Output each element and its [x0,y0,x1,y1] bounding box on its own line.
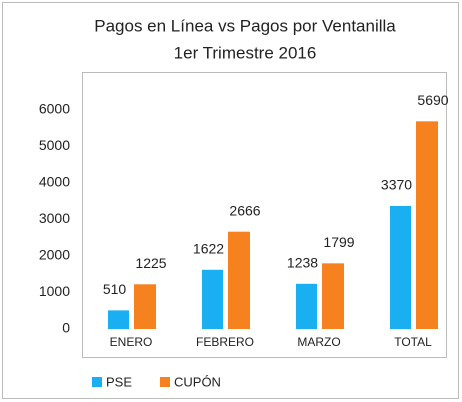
chart-frame [2,2,459,399]
bar [416,121,438,329]
bar [134,284,156,329]
legend-swatch [92,377,102,387]
bar [108,310,129,329]
y-tick-label: 5000 [39,137,70,153]
value-label: 3370 [381,177,412,193]
y-tick-label: 4000 [39,174,70,190]
value-label: 5690 [417,92,448,108]
x-tick-label: TOTAL [394,335,432,349]
legend-label: PSE [106,374,132,389]
bar [228,231,250,329]
y-tick-label: 0 [62,320,70,336]
chart-subtitle: 1er Trimestre 2016 [174,43,317,62]
x-tick-label: FEBRERO [196,335,254,349]
bar [296,283,317,329]
bar [390,205,411,329]
value-label: 2666 [229,202,260,218]
value-label: 1225 [135,255,166,271]
legend-swatch [160,377,170,387]
value-label: 1799 [323,234,354,250]
y-tick-label: 1000 [39,283,70,299]
value-label: 1238 [287,255,318,271]
bar [322,263,344,329]
y-tick-label: 2000 [39,247,70,263]
x-tick-label: ENERO [110,335,153,349]
y-tick-label: 6000 [39,101,70,117]
value-label: 1622 [193,241,224,257]
plot-frame [82,72,447,358]
value-label: 510 [103,281,127,297]
bar [202,269,223,329]
legend-label: CUPÓN [174,374,221,389]
y-tick-label: 3000 [39,210,70,226]
chart-title: Pagos en Línea vs Pagos por Ventanilla [94,16,396,35]
x-tick-label: MARZO [297,335,340,349]
